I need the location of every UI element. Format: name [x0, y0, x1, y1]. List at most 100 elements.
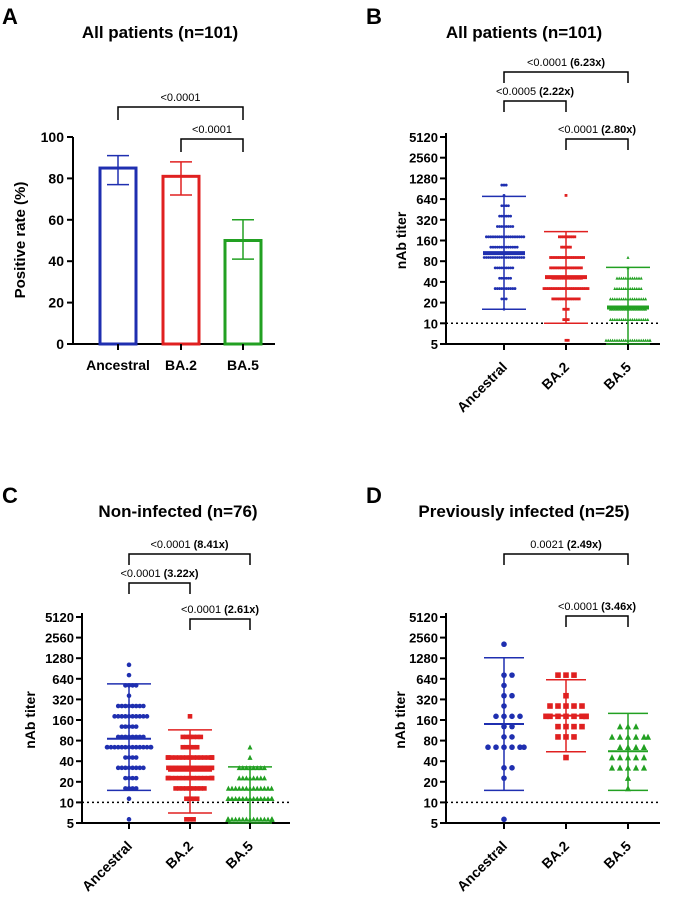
data-point — [130, 724, 135, 729]
data-point — [641, 338, 645, 342]
data-point — [112, 714, 117, 719]
data-point — [509, 235, 512, 239]
data-point — [560, 266, 563, 270]
data-point — [205, 765, 211, 771]
data-point — [558, 235, 561, 239]
data-point — [191, 796, 196, 802]
panel-letter-b: B — [366, 4, 382, 29]
data-point — [611, 338, 615, 342]
comparison-label: <0.0005 (2.22x) — [496, 86, 574, 98]
data-point — [191, 744, 196, 750]
data-point — [144, 714, 150, 719]
data-point — [608, 338, 612, 342]
data-point — [515, 235, 519, 239]
data-point — [500, 256, 504, 259]
data-point — [571, 734, 577, 740]
y-tick-label: 640 — [52, 672, 74, 687]
data-point — [633, 297, 637, 301]
data-point — [509, 287, 512, 290]
data-point — [119, 724, 125, 729]
data-point — [507, 225, 510, 228]
chart-title: All patients (n=101) — [446, 23, 602, 42]
data-point — [112, 744, 117, 750]
data-point — [571, 723, 577, 730]
data-point — [562, 256, 566, 259]
data-point — [205, 755, 211, 760]
data-point — [169, 775, 175, 781]
data-point — [258, 775, 264, 781]
data-point — [191, 765, 196, 771]
data-point — [515, 245, 519, 249]
y-tick-label: 5 — [431, 816, 438, 831]
data-point — [123, 703, 128, 709]
x-tick-label: BA.2 — [538, 359, 572, 393]
data-point — [624, 297, 628, 301]
data-point — [491, 245, 495, 249]
data-point — [579, 723, 585, 730]
data-point — [493, 266, 497, 270]
data-point — [498, 266, 501, 270]
data-point — [180, 775, 186, 781]
data-point — [637, 286, 641, 290]
data-point — [130, 765, 135, 771]
x-tick-label: Ancestral — [454, 359, 510, 415]
data-point — [547, 703, 553, 709]
data-point — [115, 765, 121, 771]
data-point — [555, 672, 561, 678]
data-point — [254, 775, 260, 781]
data-point — [553, 287, 557, 290]
data-point — [236, 785, 242, 791]
comparison-label: <0.0001 (8.41x) — [151, 539, 229, 551]
data-point — [573, 287, 577, 290]
data-point — [522, 235, 526, 239]
data-point — [608, 754, 616, 761]
comparison-label: <0.0001 (3.46x) — [558, 601, 636, 613]
y-tick-label: 1280 — [45, 651, 74, 666]
data-point — [617, 286, 621, 290]
data-point — [130, 714, 135, 719]
data-point — [504, 256, 508, 259]
data-point — [133, 714, 139, 719]
data-point — [187, 714, 193, 719]
data-point — [500, 214, 504, 218]
data-point — [141, 765, 146, 771]
data-point — [233, 785, 239, 791]
y-tick-label: 640 — [416, 192, 438, 207]
y-tick-label: 640 — [416, 672, 438, 687]
data-point — [613, 317, 617, 322]
data-point — [485, 256, 488, 259]
data-point — [148, 744, 154, 750]
data-point — [628, 286, 632, 290]
comparison-label: <0.0001 — [160, 92, 200, 104]
data-point — [173, 765, 178, 771]
data-point — [632, 733, 640, 740]
data-point — [633, 338, 637, 342]
data-point — [180, 744, 186, 750]
data-point — [137, 744, 143, 750]
data-point — [608, 764, 616, 771]
y-tick-label: 10 — [424, 316, 438, 331]
data-point — [496, 266, 499, 270]
data-point — [579, 703, 585, 709]
data-point — [173, 755, 178, 760]
data-point — [491, 256, 495, 259]
data-point — [633, 317, 637, 322]
data-point — [500, 297, 504, 301]
y-tick-label: 320 — [52, 692, 74, 707]
data-point — [560, 287, 563, 290]
data-point — [635, 297, 639, 301]
data-point — [628, 317, 632, 322]
data-point — [485, 744, 491, 751]
data-point — [513, 256, 517, 259]
data-point — [563, 672, 569, 678]
data-point — [571, 297, 574, 301]
data-point — [240, 785, 246, 791]
data-point — [493, 287, 497, 290]
data-point — [119, 703, 125, 709]
bar-ancestral — [98, 166, 138, 346]
x-tick-label: BA.5 — [222, 838, 256, 872]
data-point — [500, 235, 504, 239]
data-point — [517, 713, 523, 720]
y-tick-label: 160 — [416, 234, 438, 249]
data-point — [517, 744, 523, 751]
